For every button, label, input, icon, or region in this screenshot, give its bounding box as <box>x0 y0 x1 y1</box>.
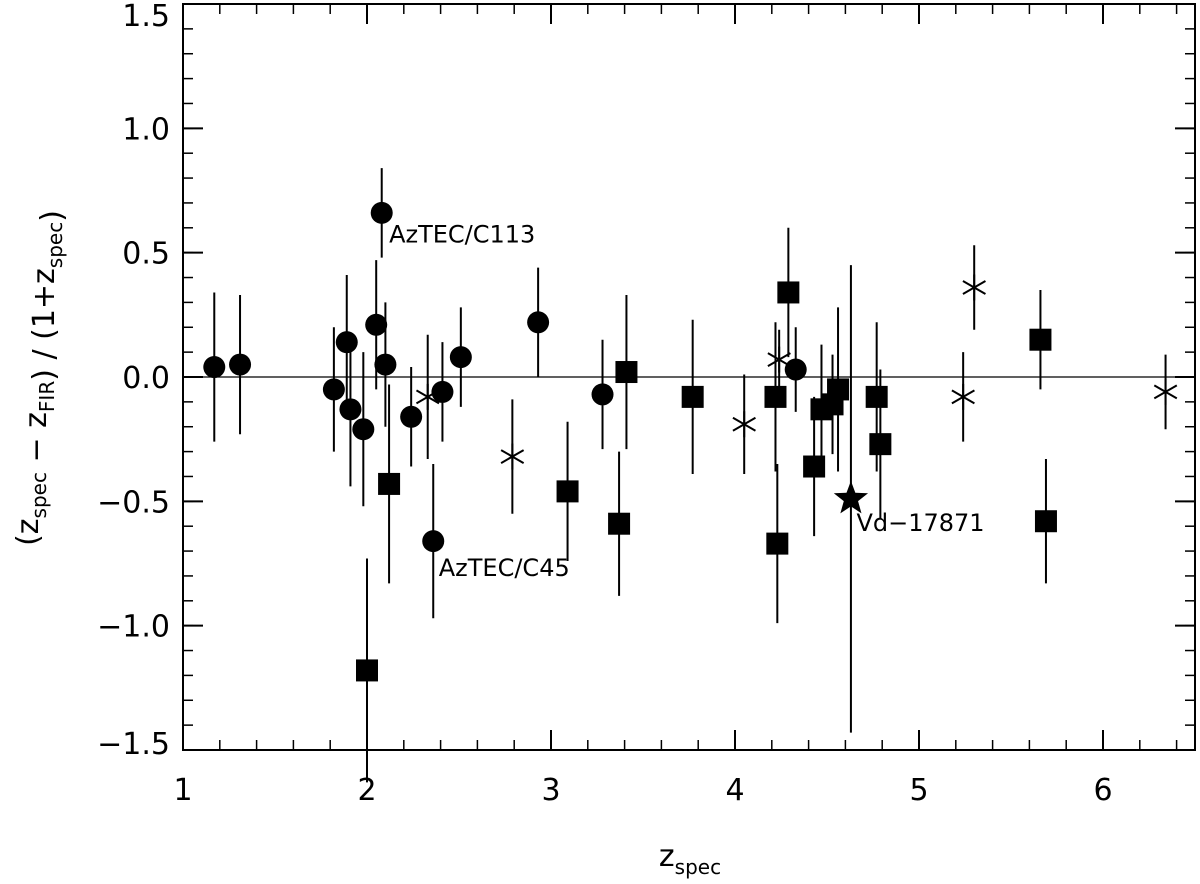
x-tick-label: 4 <box>725 773 744 808</box>
asterisk-stroke <box>732 416 756 432</box>
asterisk-point <box>415 383 440 410</box>
square-point <box>766 532 789 555</box>
y-tick-label: 1.5 <box>122 0 170 34</box>
circle-point <box>527 311 550 334</box>
circle-point <box>422 530 445 553</box>
circle-point <box>352 418 375 441</box>
circle-point <box>449 346 472 369</box>
square-point <box>378 472 401 495</box>
asterisk-point <box>732 411 756 438</box>
y-tick-label: −1.5 <box>97 727 170 762</box>
star-point <box>833 480 869 514</box>
error-bars <box>213 168 1167 783</box>
circle-point <box>784 358 807 381</box>
square-point <box>764 385 787 408</box>
y-tick-label: 0.5 <box>122 237 170 272</box>
x-tick-label: 6 <box>1093 773 1112 808</box>
x-tick-label: 1 <box>173 773 192 808</box>
square-point <box>777 281 800 304</box>
point-annotation: Vd−17871 <box>856 509 984 537</box>
point-annotation: AzTEC/C45 <box>439 554 570 582</box>
y-tick-label: 1.0 <box>122 112 170 147</box>
asterisk-stroke <box>500 449 525 464</box>
circle-point <box>400 405 423 428</box>
asterisk-stroke <box>767 352 791 367</box>
asterisk-stroke <box>951 389 975 405</box>
y-axis-title: (zspec − zFIR) / (1+zspec) <box>11 210 70 546</box>
square-point <box>803 455 826 478</box>
circle-point <box>335 331 358 354</box>
circle-point <box>591 383 614 406</box>
asterisk-point <box>767 346 791 373</box>
square-point <box>608 512 631 535</box>
tick-labels: 1 2 3 4 5 6 −1.5 −1.0 −0.5 0.0 0.5 1.0 1.5 <box>97 0 1112 808</box>
circle-point <box>322 378 345 401</box>
circle-point <box>365 313 388 336</box>
circle-point <box>370 201 393 224</box>
x-axis-title: zspec <box>659 839 721 879</box>
circle-point <box>431 380 454 403</box>
square-point <box>556 480 579 503</box>
square-point <box>681 385 704 408</box>
asterisk-stroke <box>1153 384 1178 400</box>
square-point <box>827 378 850 401</box>
y-tick-label: −0.5 <box>97 485 170 520</box>
asterisk-point <box>500 443 525 470</box>
asterisk-stroke <box>962 280 986 295</box>
square-point <box>1034 510 1057 533</box>
point-annotation: AzTEC/C113 <box>389 221 535 249</box>
x-tick-label: 2 <box>357 773 376 808</box>
y-tick-label: −1.0 <box>97 610 170 645</box>
circle-point <box>374 353 397 376</box>
data-points <box>203 201 1178 682</box>
square-point <box>615 361 638 384</box>
y-tick-label: 0.0 <box>122 361 170 396</box>
square-point <box>1029 328 1052 351</box>
circle-point <box>339 398 362 421</box>
circle-point <box>203 356 226 379</box>
square-point <box>869 433 892 456</box>
square-point <box>356 659 378 682</box>
asterisk-stroke <box>415 389 440 405</box>
x-tick-label: 3 <box>541 773 560 808</box>
asterisk-point <box>951 383 975 410</box>
x-tick-label: 5 <box>909 773 928 808</box>
circle-point <box>229 353 252 376</box>
annotations: AzTEC/C113 AzTEC/C45 Vd−17871 <box>389 221 984 582</box>
asterisk-point <box>1153 378 1178 405</box>
asterisk-point <box>962 274 986 301</box>
square-point <box>865 385 888 408</box>
